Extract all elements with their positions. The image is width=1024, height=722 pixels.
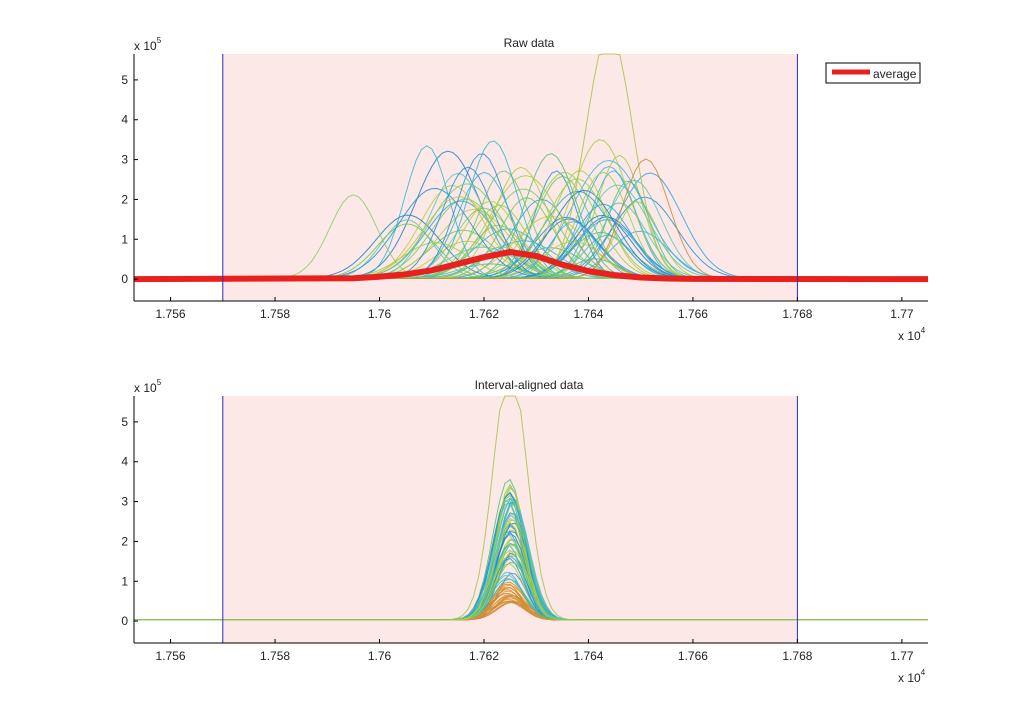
x-multiplier-exp: 4 <box>921 326 926 335</box>
axes: 1.756 1.758 1.76 1.762 1.764 1.766 1.768 1.77 0 1… <box>121 396 928 663</box>
average-line-group <box>133 249 929 283</box>
x-tick-label: 1.764 <box>573 307 603 321</box>
axes: 1.756 1.758 1.76 1.762 1.764 1.766 1.768 1.77 0 1… <box>121 54 928 321</box>
x-tick-label: 1.77 <box>890 307 914 321</box>
y-tick-label: 2 <box>121 192 128 206</box>
y-tick-label: 0 <box>121 614 128 628</box>
y-tick-label: 3 <box>121 495 128 509</box>
raw-data-chart: 1.756 1.758 1.76 1.762 1.764 1.766 1.768 1.77 0 1… <box>121 36 929 343</box>
x-tick-label: 1.76 <box>368 307 392 321</box>
x-tick-label: 1.768 <box>782 307 812 321</box>
x-tick-label: 1.766 <box>678 307 708 321</box>
x-multiplier-exp: 4 <box>921 668 926 677</box>
x-tick-label: 1.756 <box>156 307 186 321</box>
x-multiplier-base: x 10 <box>898 329 921 343</box>
x-tick-label: 1.762 <box>469 307 499 321</box>
y-multiplier-base: x 10 <box>134 381 157 395</box>
y-tick-label: 4 <box>121 455 128 469</box>
x-tick-label: 1.764 <box>573 649 603 663</box>
x-multiplier-base: x 10 <box>898 671 921 685</box>
x-tick-label: 1.768 <box>782 649 812 663</box>
x-tick-label: 1.758 <box>260 307 290 321</box>
average-line <box>133 249 929 283</box>
y-tick-label: 0 <box>121 272 128 286</box>
legend-average-label: average <box>873 67 917 81</box>
interval-aligned-chart: 1.756 1.758 1.76 1.762 1.764 1.766 1.768 1.77 0 1… <box>121 378 928 685</box>
trace-group <box>134 395 928 621</box>
x-tick-label: 1.766 <box>678 649 708 663</box>
x-multiplier: x 104 <box>898 668 926 685</box>
x-multiplier: x 104 <box>898 326 926 343</box>
y-multiplier: x 105 <box>134 378 162 395</box>
x-tick-label: 1.76 <box>368 649 392 663</box>
legend-box <box>825 62 921 84</box>
chart-title: Interval-aligned data <box>475 378 584 392</box>
y-tick-label: 1 <box>121 232 128 246</box>
y-tick-label: 4 <box>121 113 128 127</box>
y-tick-label: 1 <box>121 574 128 588</box>
x-tick-label: 1.758 <box>260 649 290 663</box>
y-multiplier-exp: 5 <box>157 36 162 45</box>
y-tick-label: 3 <box>121 153 128 167</box>
trace-line <box>134 395 928 621</box>
x-tick-label: 1.762 <box>469 649 499 663</box>
y-tick-label: 2 <box>121 534 128 548</box>
y-multiplier: x 105 <box>134 36 162 53</box>
legend: average <box>825 62 921 84</box>
y-tick-label: 5 <box>121 73 128 87</box>
x-tick-label: 1.77 <box>890 649 914 663</box>
y-multiplier-exp: 5 <box>157 378 162 387</box>
chart-title: Raw data <box>504 36 555 50</box>
y-multiplier-base: x 10 <box>134 39 157 53</box>
highlight-interval <box>222 396 798 643</box>
y-tick-label: 5 <box>121 415 128 429</box>
x-tick-label: 1.756 <box>156 649 186 663</box>
